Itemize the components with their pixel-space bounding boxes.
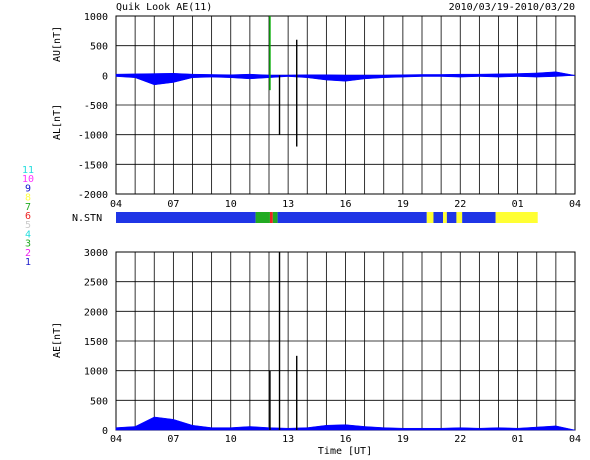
au-al-xtick-label: 13 xyxy=(282,199,294,210)
au-al-xtick-label: 04 xyxy=(110,199,122,210)
au-al-xtick-label: 10 xyxy=(225,199,237,210)
nstn-segment xyxy=(116,212,256,223)
nstn-segment xyxy=(277,212,427,223)
station-legend-entry: 8 xyxy=(25,193,31,204)
station-legend-entry: 11 xyxy=(22,165,34,176)
nstn-segment xyxy=(446,212,457,223)
ae-xtick-label: 10 xyxy=(225,434,237,445)
station-legend-entry: 3 xyxy=(25,239,31,250)
station-legend-entry: 10 xyxy=(22,174,34,185)
nstn-segment xyxy=(433,212,444,223)
au-al-xtick-label: 07 xyxy=(167,199,179,210)
ae-xtick-label: 04 xyxy=(569,434,581,445)
nstn-segment xyxy=(255,212,270,223)
station-legend-entry: 1 xyxy=(25,257,31,268)
au-al-ytick-label: -1000 xyxy=(78,131,108,142)
nstn-segment xyxy=(495,212,538,223)
nstn-segment xyxy=(443,212,447,223)
ae-ytick-label: 2500 xyxy=(84,278,108,289)
nstn-bar xyxy=(116,212,538,223)
al-series xyxy=(115,75,576,86)
ae-xtick-label: 22 xyxy=(454,434,466,445)
al-axis-label: AL[nT] xyxy=(52,104,63,140)
time-axis-label: Time [UT] xyxy=(318,446,372,457)
ae-xtick-label: 19 xyxy=(397,434,409,445)
ae-xtick-label: 07 xyxy=(167,434,179,445)
ae-xtick-label: 16 xyxy=(339,434,351,445)
ae-series xyxy=(115,416,576,431)
au-al-xtick-label: 01 xyxy=(512,199,524,210)
nstn-segment xyxy=(456,212,463,223)
ae-xtick-label: 13 xyxy=(282,434,294,445)
au-al-ytick-label: -500 xyxy=(84,101,108,112)
chart-title: Quik Look AE(11) xyxy=(116,2,212,13)
station-legend-entry: 6 xyxy=(25,211,31,222)
nstn-label: N.STN xyxy=(72,213,102,224)
au-axis-label: AU[nT] xyxy=(52,26,63,62)
au-al-xtick-label: 22 xyxy=(454,199,466,210)
station-legend-entry: 9 xyxy=(25,183,31,194)
ae-xtick-label: 04 xyxy=(110,434,122,445)
nstn-segment xyxy=(426,212,434,223)
station-legend-entry: 4 xyxy=(25,229,31,240)
nstn-segment xyxy=(269,212,273,223)
ae-ytick-label: 500 xyxy=(90,396,108,407)
au-al-xtick-label: 04 xyxy=(569,199,581,210)
ae-axis-label: AE[nT] xyxy=(52,322,63,358)
ae-ytick-label: 2000 xyxy=(84,307,108,318)
ae-ytick-label: 1000 xyxy=(84,367,108,378)
ae-xtick-label: 01 xyxy=(512,434,524,445)
au-al-ytick-label: -1500 xyxy=(78,160,108,171)
au-al-ytick-label: 1000 xyxy=(84,12,108,23)
ae-ytick-label: 1500 xyxy=(84,337,108,348)
au-al-xtick-label: 16 xyxy=(339,199,351,210)
station-legend-entry: 5 xyxy=(25,220,31,231)
nstn-segment xyxy=(462,212,496,223)
chart-date-range: 2010/03/19-2010/03/20 xyxy=(449,2,575,13)
au-al-ytick-label: 0 xyxy=(102,71,108,82)
ae-ytick-label: 0 xyxy=(102,426,108,437)
ae-ytick-label: 3000 xyxy=(84,248,108,259)
nstn-segment xyxy=(272,212,278,223)
station-legend-entry: 7 xyxy=(25,202,31,213)
au-al-xtick-label: 19 xyxy=(397,199,409,210)
au-al-ytick-label: 500 xyxy=(90,42,108,53)
au-series xyxy=(115,71,576,76)
au-al-ytick-label: -2000 xyxy=(78,190,108,201)
station-legend-entry: 2 xyxy=(25,248,31,259)
